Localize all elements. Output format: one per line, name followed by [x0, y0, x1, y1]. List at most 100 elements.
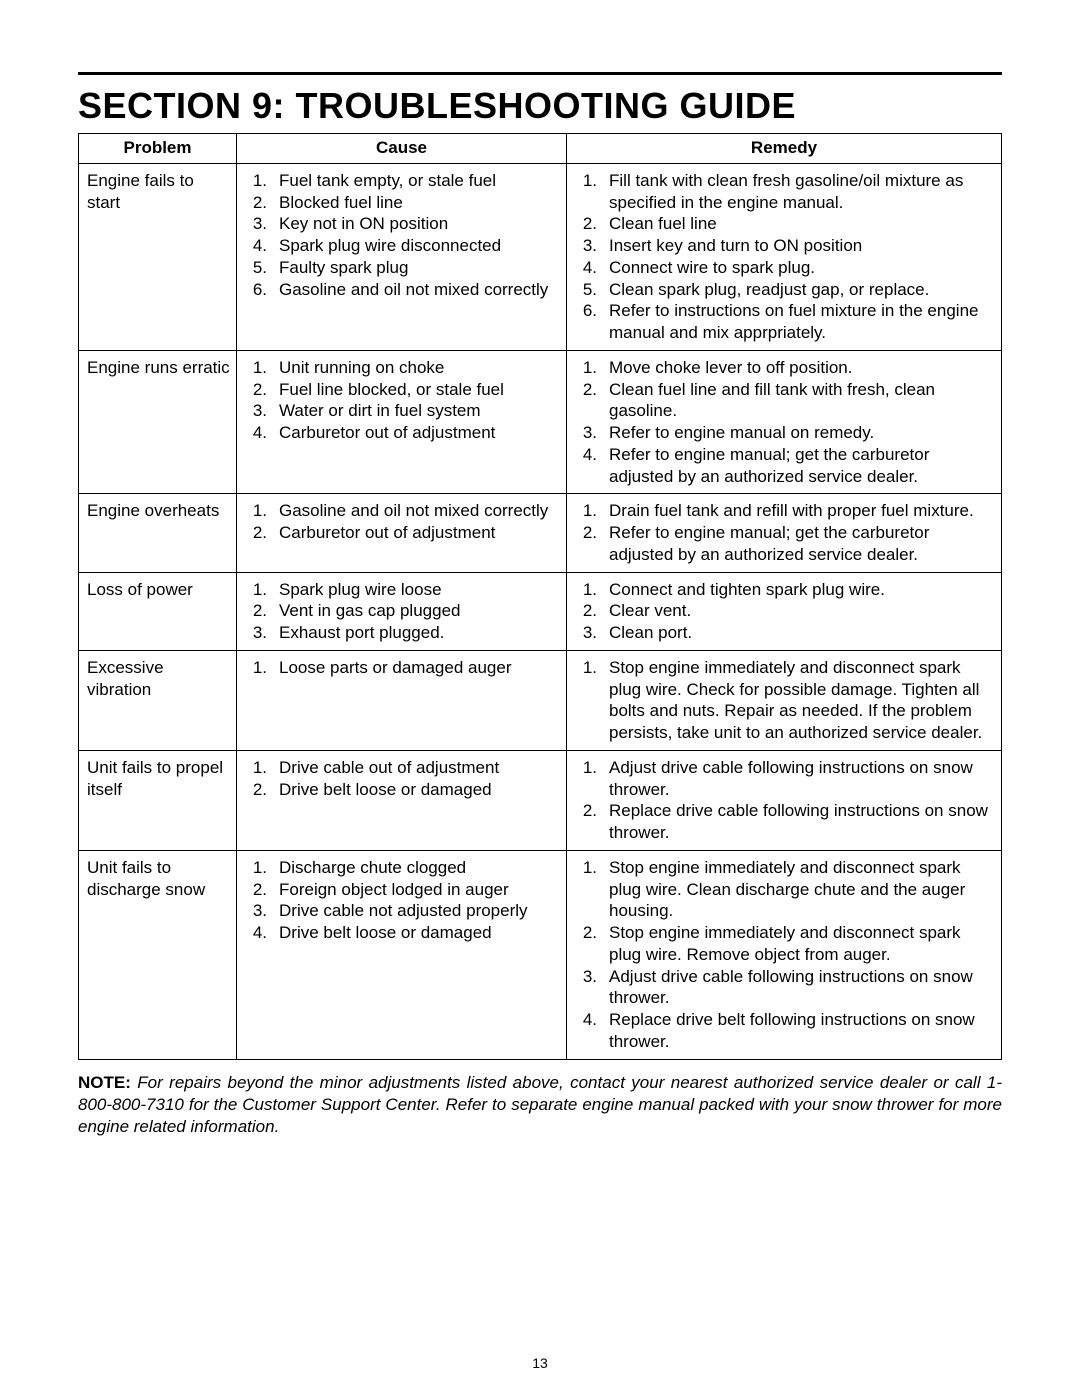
list-number: 2. — [245, 379, 267, 401]
problem-cell: Engine runs erratic — [79, 350, 237, 494]
list-number: 2. — [245, 192, 267, 214]
cause-item: Carburetor out of adjustment — [279, 522, 560, 544]
cause-cell: 1.Unit running on choke2.Fuel line block… — [237, 350, 567, 494]
remedy-list: 1.Stop engine immediately and disconnect… — [575, 857, 995, 1053]
table-row: Loss of power1.Spark plug wire loose2.Ve… — [79, 572, 1002, 650]
list-number: 1. — [245, 579, 267, 601]
remedy-item: Move choke lever to off position. — [609, 357, 995, 379]
remedy-item: Clean fuel line — [609, 213, 995, 235]
remedy-list: 1.Stop engine immediately and disconnect… — [575, 657, 995, 744]
list-number: 4. — [245, 235, 267, 257]
cause-item: Water or dirt in fuel system — [279, 400, 560, 422]
list-number: 1. — [245, 657, 267, 679]
remedy-item: Stop engine immediately and disconnect s… — [609, 657, 995, 744]
cause-cell: 1.Drive cable out of adjustment2.Drive b… — [237, 750, 567, 850]
remedy-item: Connect and tighten spark plug wire. — [609, 579, 995, 601]
list-number: 6. — [575, 300, 597, 344]
cause-list: 1.Fuel tank empty, or stale fuel2.Blocke… — [245, 170, 560, 301]
list-number: 1. — [245, 757, 267, 779]
remedy-cell: 1.Stop engine immediately and disconnect… — [567, 650, 1002, 750]
remedy-item: Replace drive cable following instructio… — [609, 800, 995, 844]
remedy-item: Adjust drive cable following instruction… — [609, 757, 995, 801]
cause-item: Loose parts or damaged auger — [279, 657, 560, 679]
page: SECTION 9: TROUBLESHOOTING GUIDE Problem… — [0, 0, 1080, 1397]
list-number: 5. — [245, 257, 267, 279]
section-title: SECTION 9: TROUBLESHOOTING GUIDE — [78, 85, 1002, 127]
list-number: 2. — [575, 922, 597, 966]
table-row: Engine fails to start1.Fuel tank empty, … — [79, 163, 1002, 350]
cause-list: 1.Unit running on choke2.Fuel line block… — [245, 357, 560, 444]
cause-item: Drive cable out of adjustment — [279, 757, 560, 779]
remedy-item: Adjust drive cable following instruction… — [609, 966, 995, 1010]
table-row: Excessive vibration 1. Loose parts or dama… — [79, 650, 1002, 750]
problem-cell: Unit fails to propel itself — [79, 750, 237, 850]
list-number: 1. — [575, 500, 597, 522]
troubleshooting-table: Problem Cause Remedy Engine fails to sta… — [78, 133, 1002, 1060]
list-number: 1. — [245, 857, 267, 879]
list-number: 4. — [245, 922, 267, 944]
cause-item: Exhaust port plugged. — [279, 622, 560, 644]
remedy-cell: 1.Move choke lever to off position.2.Cle… — [567, 350, 1002, 494]
cause-cell: 1.Fuel tank empty, or stale fuel2.Blocke… — [237, 163, 567, 350]
remedy-item: Replace drive belt following instruction… — [609, 1009, 995, 1053]
cause-cell: 1. Gasoline and oil not mixed correctly 2.… — [237, 494, 567, 572]
note-body: For repairs beyond the minor adjustments… — [78, 1073, 1002, 1136]
remedy-item: Clean spark plug, readjust gap, or repla… — [609, 279, 995, 301]
remedy-item: Refer to engine manual on remedy. — [609, 422, 995, 444]
cause-item: Drive cable not adjusted properly — [279, 900, 560, 922]
remedy-list: 1.Connect and tighten spark plug wire.2.… — [575, 579, 995, 644]
list-number: 4. — [245, 422, 267, 444]
remedy-item: Drain fuel tank and refill with proper f… — [609, 500, 995, 522]
list-number: 2. — [245, 879, 267, 901]
list-number: 3. — [575, 235, 597, 257]
cause-item: Drive belt loose or damaged — [279, 779, 560, 801]
problem-cell: Unit fails to discharge snow — [79, 850, 237, 1059]
list-number: 1. — [575, 579, 597, 601]
list-number: 4. — [575, 257, 597, 279]
top-rule — [78, 72, 1002, 75]
list-number: 2. — [575, 213, 597, 235]
cause-list: 1.Spark plug wire loose2.Vent in gas cap… — [245, 579, 560, 644]
list-number: 2. — [575, 800, 597, 844]
cause-item: Spark plug wire disconnected — [279, 235, 560, 257]
problem-cell: Excessive vibration — [79, 650, 237, 750]
list-number: 1. — [575, 657, 597, 744]
list-number: 3. — [245, 900, 267, 922]
remedy-cell: 1.Stop engine immediately and disconnect… — [567, 850, 1002, 1059]
remedy-item: Stop engine immediately and disconnect s… — [609, 857, 995, 922]
cause-cell: 1. Loose parts or damaged auger — [237, 650, 567, 750]
note-label: NOTE: — [78, 1073, 131, 1092]
remedy-cell: 1. Drain fuel tank and refill with proper… — [567, 494, 1002, 572]
cause-list: 1.Drive cable out of adjustment2.Drive b… — [245, 757, 560, 801]
cause-item: Spark plug wire loose — [279, 579, 560, 601]
list-number: 6. — [245, 279, 267, 301]
list-number: 1. — [575, 757, 597, 801]
cause-item: Blocked fuel line — [279, 192, 560, 214]
remedy-cell: 1. Adjust drive cable following instructi… — [567, 750, 1002, 850]
cause-item: Gasoline and oil not mixed correctly — [279, 500, 560, 522]
cause-item: Fuel line blocked, or stale fuel — [279, 379, 560, 401]
cause-list: 1.Discharge chute clogged2.Foreign objec… — [245, 857, 560, 944]
remedy-item: Stop engine immediately and disconnect s… — [609, 922, 995, 966]
list-number: 3. — [575, 422, 597, 444]
remedy-list: 1. Adjust drive cable following instructi… — [575, 757, 995, 844]
list-number: 4. — [575, 1009, 597, 1053]
list-number: 1. — [575, 357, 597, 379]
remedy-list: 1.Fill tank with clean fresh gasoline/oi… — [575, 170, 995, 344]
cause-item: Discharge chute clogged — [279, 857, 560, 879]
cause-cell: 1.Spark plug wire loose2.Vent in gas cap… — [237, 572, 567, 650]
cause-item: Unit running on choke — [279, 357, 560, 379]
problem-cell: Engine overheats — [79, 494, 237, 572]
cause-item: Gasoline and oil not mixed correctly — [279, 279, 560, 301]
remedy-item: Refer to instructions on fuel mixture in… — [609, 300, 995, 344]
remedy-item: Clear vent. — [609, 600, 995, 622]
list-number: 2. — [245, 522, 267, 544]
list-number: 3. — [575, 622, 597, 644]
list-number: 2. — [245, 600, 267, 622]
page-number: 13 — [0, 1355, 1080, 1371]
list-number: 1. — [245, 170, 267, 192]
remedy-cell: 1.Connect and tighten spark plug wire.2.… — [567, 572, 1002, 650]
list-number: 5. — [575, 279, 597, 301]
list-number: 1. — [245, 500, 267, 522]
list-number: 1. — [575, 857, 597, 922]
